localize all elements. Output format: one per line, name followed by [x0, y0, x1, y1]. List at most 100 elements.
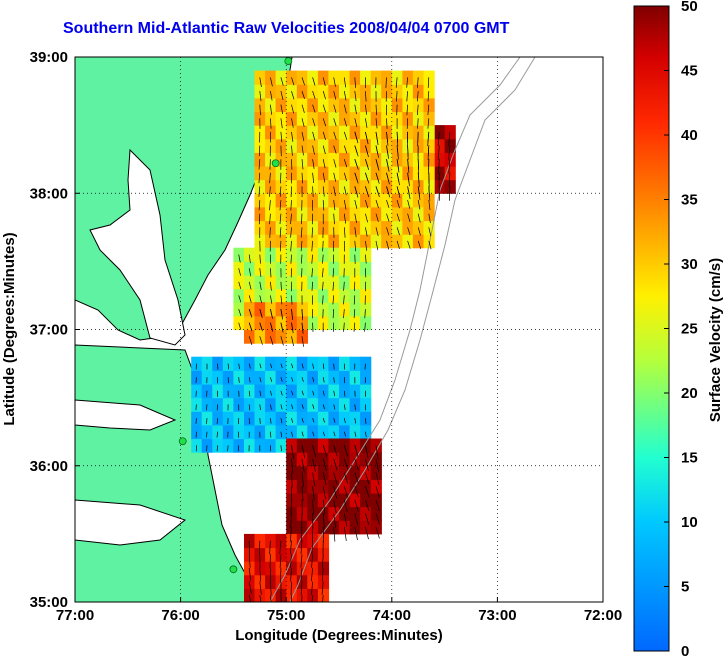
velocity-arrow: [365, 431, 367, 438]
velocity-arrow: [386, 159, 389, 169]
velocity-arrow: [301, 322, 304, 334]
velocity-arrow: [259, 404, 261, 411]
velocity-arrow: [291, 91, 295, 100]
velocity-arrow: [312, 486, 315, 501]
station-marker: [284, 57, 293, 65]
velocity-arrow: [238, 363, 240, 369]
velocity-arrow: [280, 281, 282, 291]
velocity-arrow: [258, 145, 261, 157]
velocity-arrow: [280, 363, 283, 369]
velocity-arrow: [416, 104, 419, 116]
velocity-arrow: [312, 431, 315, 437]
velocity-arrow: [427, 131, 430, 143]
velocity-arrow: [375, 118, 378, 129]
velocity-arrow: [343, 281, 345, 291]
velocity-cell: [244, 533, 256, 549]
velocity-arrow: [322, 445, 328, 457]
pamlico-sound: [75, 499, 187, 546]
colorbar-tick-label: 5: [681, 579, 689, 596]
velocity-arrow: [301, 431, 304, 437]
velocity-arrow: [396, 145, 399, 156]
velocity-cell: [349, 384, 361, 399]
velocity-cell: [296, 275, 308, 290]
velocity-arrow: [354, 91, 357, 102]
velocity-arrow: [311, 581, 313, 595]
velocity-arrow: [301, 131, 305, 142]
velocity-arrow: [311, 281, 313, 291]
velocity-arrow: [216, 418, 218, 424]
velocity-arrow: [354, 240, 357, 252]
velocity-arrow: [270, 295, 273, 304]
velocity-arrow: [291, 445, 294, 460]
velocity-arrow: [269, 159, 271, 170]
velocity-arrow: [354, 172, 358, 181]
velocity-cell: [296, 193, 308, 208]
velocity-arrow: [248, 281, 252, 290]
velocity-cell: [296, 302, 308, 317]
velocity-arrow: [354, 145, 358, 154]
x-tick-label: 73:00: [478, 607, 516, 624]
velocity-cell: [244, 411, 256, 426]
velocity-cell: [349, 247, 361, 262]
velocity-arrow: [291, 390, 294, 396]
velocity-cell: [296, 234, 308, 249]
velocity-arrow: [343, 513, 348, 527]
velocity-arrow: [333, 77, 336, 87]
y-axis-label: Latitude (Degrees:Minutes): [1, 232, 18, 425]
velocity-arrow: [258, 159, 261, 170]
velocity-arrow: [386, 213, 390, 222]
colorbar-tick-label: 10: [681, 514, 698, 531]
velocity-arrow: [301, 90, 305, 100]
velocity-arrow: [322, 104, 327, 113]
velocity-arrow: [206, 418, 208, 424]
velocity-arrow: [248, 254, 251, 264]
velocity-arrow: [396, 131, 398, 143]
velocity-arrow: [206, 404, 208, 411]
velocity-arrow: [375, 513, 380, 525]
velocity-arrow: [365, 200, 369, 209]
velocity-arrow: [270, 377, 273, 382]
velocity-arrow: [385, 77, 387, 88]
velocity-cell: [244, 588, 256, 602]
colorbar-tick-label: 50: [681, 0, 698, 15]
velocity-arrow: [279, 200, 282, 211]
velocity-arrow: [312, 159, 315, 169]
velocity-arrow: [437, 145, 440, 160]
velocity-arrow: [322, 472, 327, 486]
velocity-arrow: [312, 377, 315, 383]
velocity-arrow: [322, 77, 326, 87]
velocity-cell: [317, 588, 330, 602]
velocity-arrow: [311, 567, 313, 582]
velocity-arrow: [301, 486, 304, 502]
station-marker: [271, 159, 280, 168]
velocity-arrow: [238, 268, 241, 276]
velocity-arrow: [270, 281, 272, 291]
velocity-arrow: [416, 91, 419, 102]
velocity-arrow: [375, 486, 380, 498]
velocity-arrow: [343, 227, 346, 238]
velocity-arrow: [375, 159, 379, 168]
velocity-arrow: [291, 431, 293, 437]
velocity-arrow: [375, 499, 380, 512]
velocity-arrow: [437, 131, 440, 146]
y-tick-label: 35:00: [30, 594, 68, 611]
velocity-arrow: [417, 172, 420, 184]
velocity-arrow: [311, 240, 313, 252]
velocity-cell: [191, 411, 203, 426]
velocity-arrow: [427, 118, 430, 129]
velocity-arrow: [301, 472, 304, 487]
velocity-cell: [296, 493, 308, 508]
velocity-arrow: [354, 431, 357, 437]
x-axis-label: Longitude (Degrees:Minutes): [235, 627, 443, 644]
velocity-arrow: [301, 145, 304, 156]
velocity-cell: [191, 397, 203, 412]
velocity-arrow: [322, 363, 325, 370]
velocity-arrow: [290, 200, 292, 211]
velocity-arrow: [300, 227, 303, 238]
velocity-arrow: [300, 254, 303, 264]
velocity-arrow: [248, 268, 252, 277]
velocity-arrow: [258, 172, 261, 184]
colorbar-tick-label: 15: [681, 450, 698, 467]
velocity-arrow: [311, 540, 313, 555]
velocity-arrow: [375, 213, 379, 222]
